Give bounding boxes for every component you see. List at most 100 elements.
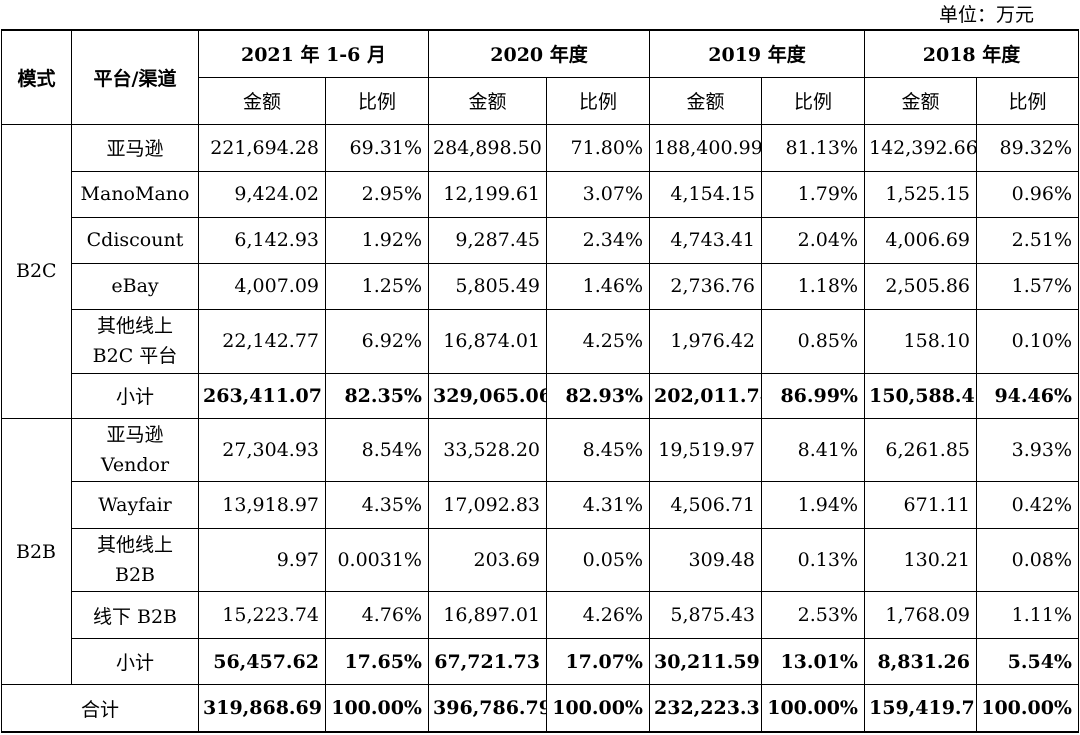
ratio-cell: 0.85% [761,308,865,374]
ratio-cell: 2.04% [761,216,865,264]
amount-cell: 1,976.42 [649,308,762,374]
ratio-cell: 4.35% [325,481,429,530]
ratio-cell: 71.80% [546,123,650,172]
ratio-cell: 4.26% [546,591,650,640]
platform-cell: Cdiscount [71,216,199,264]
amount-cell: 2,736.76 [649,262,762,310]
table-row: eBay 4,007.09 1.25% 5,805.49 1.46% 2,736… [2,262,1079,310]
ratio-cell: 2.51% [976,216,1079,264]
platform-line: 其他线上 [96,315,173,338]
amount-cell: 6,261.85 [864,418,977,483]
ratio-cell: 86.99% [761,372,865,420]
subtotal-row-b2b: 小计 56,457.62 17.65% 67,721.73 17.07% 30,… [2,638,1079,686]
header-amount: 金额 [428,76,547,125]
amount-cell: 2,505.86 [864,262,977,310]
amount-cell: 4,154.15 [649,170,762,218]
ratio-cell: 1.92% [325,216,429,264]
amount-cell: 221,694.28 [198,123,326,172]
ratio-cell: 6.92% [325,308,429,374]
amount-cell: 309.48 [649,528,762,593]
header-amount: 金额 [649,76,762,125]
ratio-cell: 0.42% [976,481,1079,530]
header-period-2019: 2019 年度 [649,29,865,78]
amount-cell: 22,142.77 [198,308,326,374]
header-amount: 金额 [864,76,977,125]
amount-cell: 158.10 [864,308,977,374]
amount-cell: 396,786.79 [428,684,547,733]
ratio-cell: 8.41% [761,418,865,483]
total-label: 合计 [1,684,199,733]
header-mode: 模式 [1,29,72,125]
platform-cell: Wayfair [71,481,199,530]
header-period-2021h1: 2021 年 1-6 月 [198,29,429,78]
amount-cell: 4,506.71 [649,481,762,530]
table-row: Wayfair 13,918.97 4.35% 17,092.83 4.31% … [2,481,1079,530]
amount-cell: 319,868.69 [198,684,326,733]
header-platform: 平台/渠道 [71,29,199,125]
total-row: 合计 319,868.69 100.00% 396,786.79 100.00%… [1,684,1079,733]
ratio-cell: 0.10% [976,308,1079,374]
ratio-cell: 1.46% [546,262,650,310]
amount-cell: 19,519.97 [649,418,762,483]
amount-cell: 671.11 [864,481,977,530]
header-ratio: 比例 [325,76,429,125]
table-row: Cdiscount 6,142.93 1.92% 9,287.45 2.34% … [2,216,1079,264]
amount-cell: 150,588.46 [864,372,977,420]
amount-cell: 33,528.20 [428,418,547,483]
amount-cell: 9,424.02 [198,170,326,218]
header-ratio: 比例 [761,76,865,125]
ratio-cell: 4.31% [546,481,650,530]
amount-cell: 16,874.01 [428,308,547,374]
ratio-cell: 17.07% [546,638,650,686]
table-row: B2B 亚马逊 Vendor 27,304.93 8.54% 33,528.20… [1,418,1079,686]
amount-cell: 142,392.66 [864,123,977,172]
ratio-cell: 1.25% [325,262,429,310]
amount-cell: 4,007.09 [198,262,326,310]
amount-cell: 263,411.07 [198,372,326,420]
ratio-cell: 81.13% [761,123,865,172]
amount-cell: 9,287.45 [428,216,547,264]
header-period-2020: 2020 年度 [428,29,650,78]
amount-cell: 202,011.74 [649,372,762,420]
table-row: 其他线上 B2C 平台 22,142.77 6.92% 16,874.01 4.… [2,308,1079,374]
ratio-cell: 82.93% [546,372,650,420]
ratio-cell: 2.95% [325,170,429,218]
ratio-cell: 0.0031% [325,528,429,593]
ratio-cell: 4.25% [546,308,650,374]
ratio-cell: 13.01% [761,638,865,686]
ratio-cell: 0.05% [546,528,650,593]
amount-cell: 159,419.72 [864,684,977,733]
ratio-cell: 3.93% [976,418,1079,483]
table-row: B2C 亚马逊 221,694.28 69.31% 284,898.50 71.… [1,123,1079,420]
amount-cell: 188,400.99 [649,123,762,172]
amount-cell: 27,304.93 [198,418,326,483]
amount-cell: 4,006.69 [864,216,977,264]
ratio-cell: 8.45% [546,418,650,483]
table-row: 其他线上 B2B 9.97 0.0031% 203.69 0.05% 309.4… [2,528,1079,593]
table-row: ManoMano 9,424.02 2.95% 12,199.61 3.07% … [2,170,1079,218]
ratio-cell: 3.07% [546,170,650,218]
ratio-cell: 89.32% [976,123,1079,172]
unit-label: 单位：万元 [938,4,1034,26]
subtotal-row-b2c: 小计 263,411.07 82.35% 329,065.06 82.93% 2… [2,372,1079,420]
ratio-cell: 17.65% [325,638,429,686]
ratio-cell: 5.54% [976,638,1079,686]
amount-cell: 30,211.59 [649,638,762,686]
amount-cell: 13,918.97 [198,481,326,530]
mode-cell-b2b: B2B [1,418,72,686]
amount-cell: 15,223.74 [198,591,326,640]
amount-cell: 1,525.15 [864,170,977,218]
platform-cell: 小计 [71,638,199,686]
ratio-cell: 0.96% [976,170,1079,218]
amount-cell: 9.97 [198,528,326,593]
ratio-cell: 1.18% [761,262,865,310]
platform-line: 亚马逊 [106,424,164,447]
platform-line: 其他线上 [96,534,173,557]
revenue-by-channel-table: 模式 平台/渠道 2021 年 1-6 月 2020 年度 2019 年度 20… [1,29,1079,733]
header-amount: 金额 [198,76,326,125]
ratio-cell: 82.35% [325,372,429,420]
amount-cell: 17,092.83 [428,481,547,530]
header-period-2018: 2018 年度 [864,29,1079,78]
amount-cell: 203.69 [428,528,547,593]
amount-cell: 1,768.09 [864,591,977,640]
